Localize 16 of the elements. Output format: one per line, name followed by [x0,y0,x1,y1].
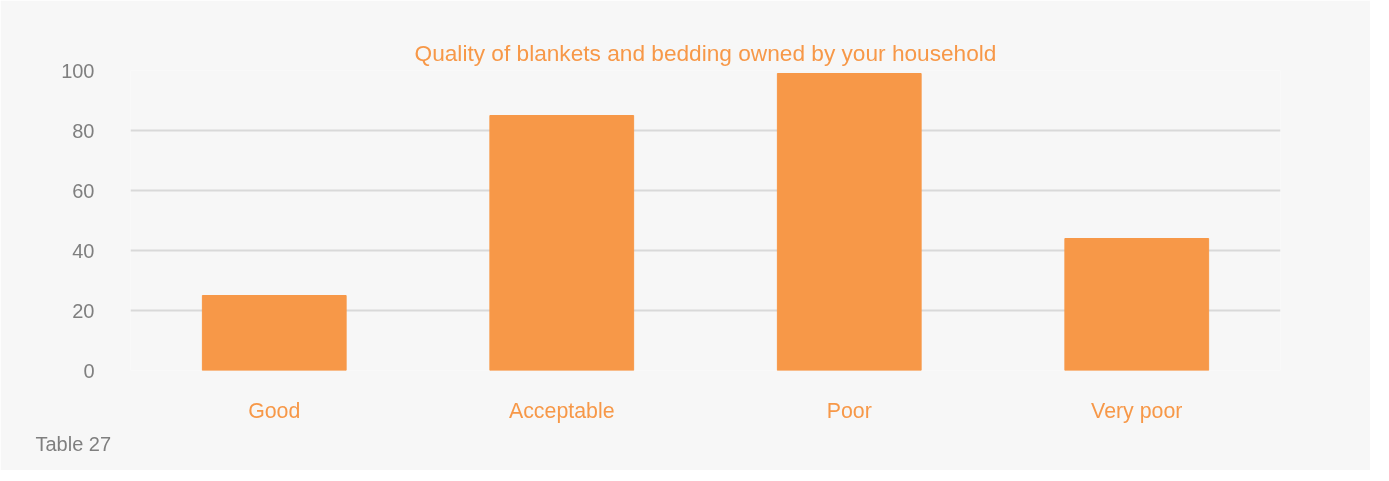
x-tick-label: Poor [826,398,872,423]
chart-title: Quality of blankets and bedding owned by your household [414,39,997,66]
y-tick-label: 0 [83,359,95,382]
bar [776,73,922,371]
y-tick-label: 100 [61,59,95,82]
bar [1064,238,1210,371]
x-tick-label: Acceptable [508,398,615,423]
caption: Table 27 [35,432,112,455]
y-tick-label: 40 [72,239,95,262]
x-tick-label: Good [248,398,301,423]
y-tick-label: 20 [72,299,95,322]
bar [489,115,635,371]
y-tick-label: 80 [72,119,95,142]
bar [201,295,347,371]
y-tick-label: 60 [72,179,95,202]
x-tick-label: Very poor [1091,398,1183,423]
